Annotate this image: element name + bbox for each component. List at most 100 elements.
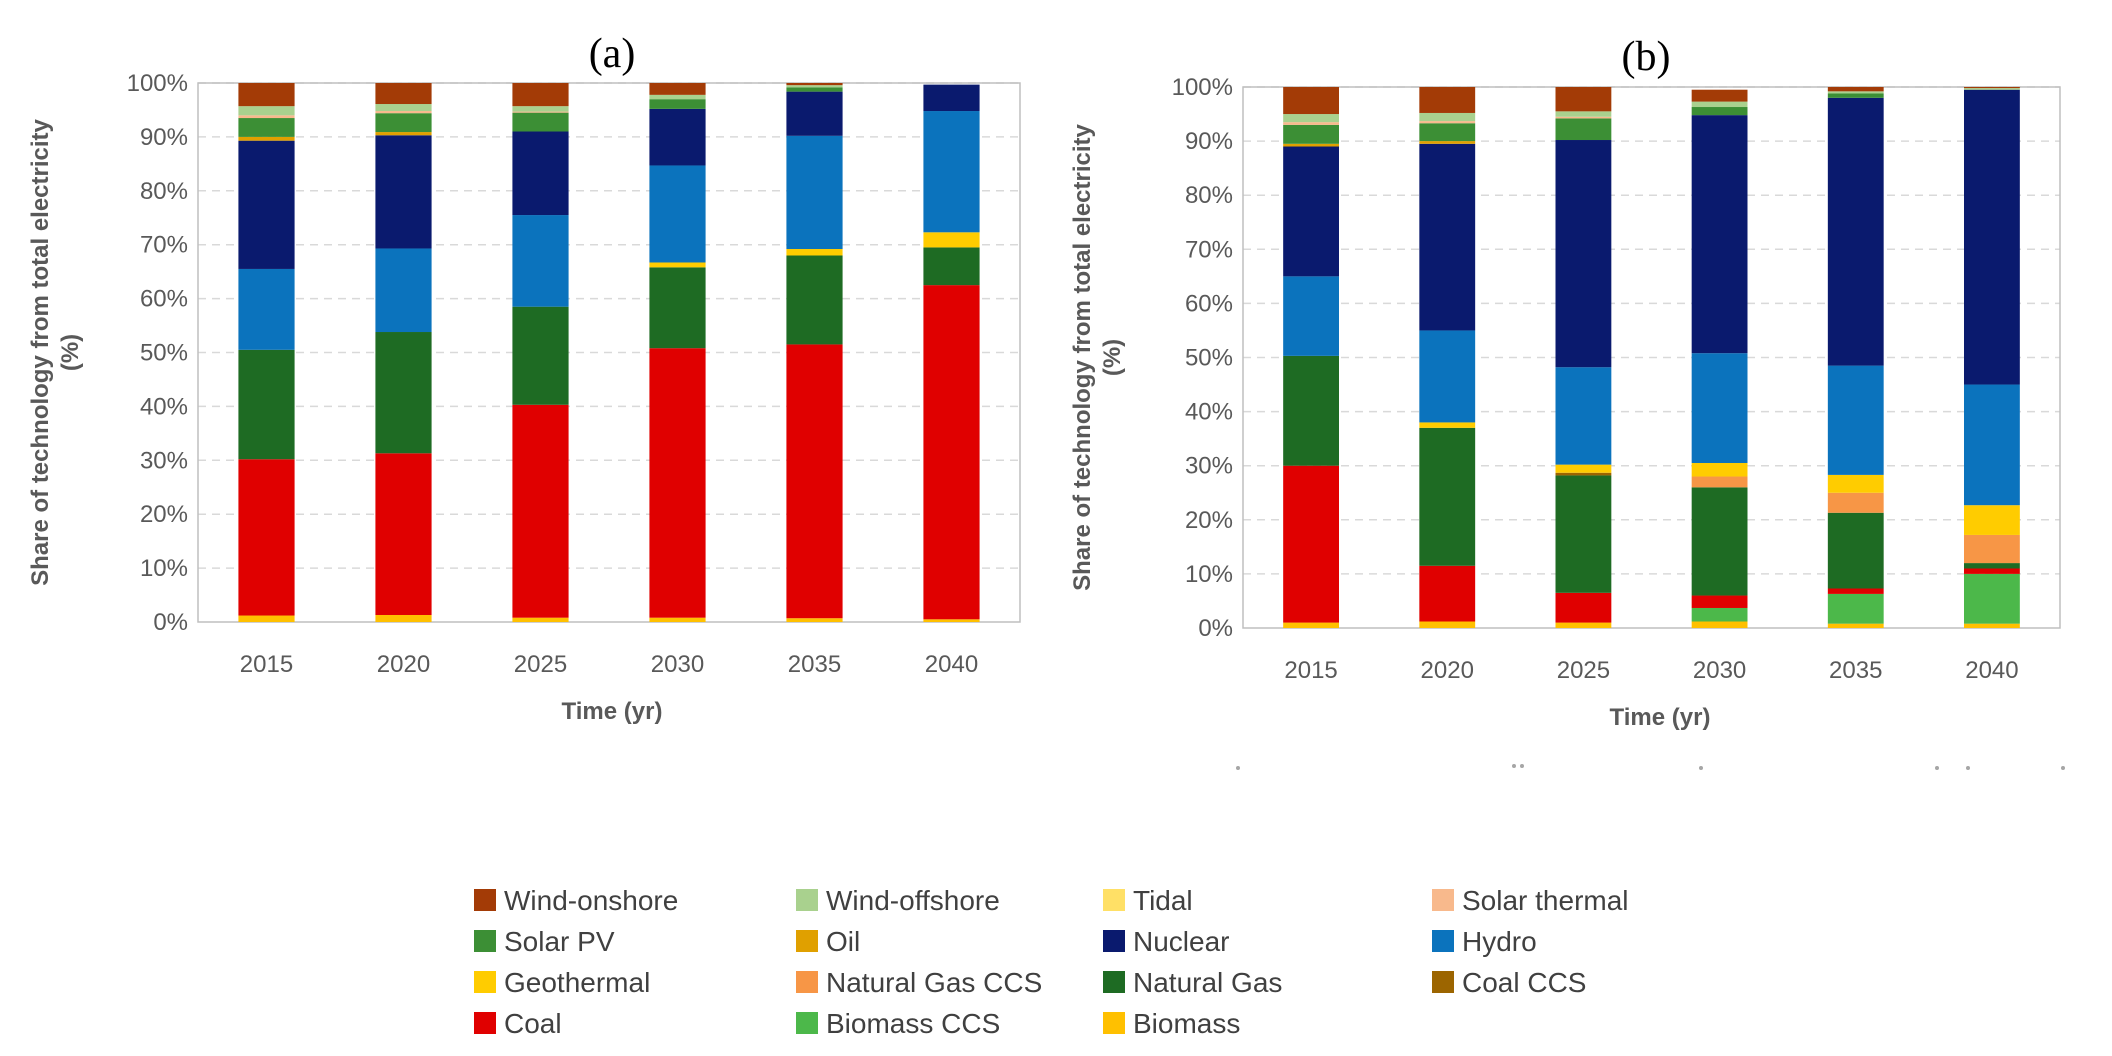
panel-b: (b) 0% 10% 20% 30% 40% 50% 60% 70% 80% 90% 100% 2015…	[1069, 34, 2061, 731]
bar-segment-solar-pv-2030	[649, 99, 706, 109]
bar-segment-natural-gas-2020	[1419, 427, 1476, 566]
bar-segment-nuclear-2035	[786, 91, 843, 136]
x-tick-label: 2035	[1829, 657, 1882, 684]
bar-segment-geothermal-2020	[1419, 422, 1476, 428]
y-tick-label: 80%	[1185, 182, 1233, 209]
bar-segment-natural-gas-ccs-2035	[1827, 492, 1884, 513]
y-tick-label: 40%	[1185, 399, 1233, 426]
bar-segment-natural-gas-ccs-2030	[1691, 476, 1748, 488]
bar-segment-coal-2040	[1964, 568, 2020, 574]
y-tick-label: 10%	[140, 555, 188, 582]
bar-segment-solar-thermal-2020	[375, 111, 432, 114]
bar-segment-wind-onshore-2020	[1419, 87, 1476, 113]
bar-segment-solar-thermal-2015	[1283, 122, 1339, 125]
legend-label: Biomass	[1133, 1008, 1240, 1039]
y-tick-label: 50%	[140, 340, 188, 367]
bar-segment-nuclear-2030	[649, 108, 706, 166]
bar-segment-coal-2015	[1283, 465, 1339, 623]
legend-item-solar-thermal: Solar thermal	[1432, 885, 1629, 916]
bar-segment-wind-offshore-2015	[1283, 114, 1339, 123]
bar-segment-coal-2025	[1555, 592, 1612, 623]
y-tick-label: 70%	[140, 232, 188, 259]
y-tick-label: 0%	[153, 609, 188, 636]
y-tick-label: 30%	[1185, 453, 1233, 480]
y-tick-label: 60%	[140, 286, 188, 313]
bar-segment-wind-onshore-2025	[512, 83, 569, 107]
y-tick-label: 60%	[1185, 290, 1233, 317]
bar-stack-2040	[923, 84, 980, 622]
bar-segment-nuclear-2020	[375, 135, 432, 249]
y-tick-label: 90%	[140, 124, 188, 151]
bar-segment-coal-2035	[1827, 588, 1884, 594]
bar-segment-geothermal-2040	[923, 232, 980, 248]
y-tick-label: 80%	[140, 178, 188, 205]
bar-segment-natural-gas-2015	[1283, 355, 1339, 466]
x-tick-label: 2025	[514, 651, 567, 678]
bar-segment-biomass-2035	[786, 618, 843, 622]
bar-stack-2025	[1555, 87, 1612, 628]
y-tick-label: 0%	[1198, 615, 1233, 642]
bar-segment-solar-pv-2020	[375, 113, 432, 133]
y-tick-label: 90%	[1185, 128, 1233, 155]
legend-swatch	[796, 1012, 818, 1034]
bar-segment-nuclear-2040	[923, 84, 980, 112]
bar-segment-nuclear-2025	[1555, 140, 1612, 368]
bar-segment-coal-2040	[923, 285, 980, 620]
bar-segment-biomass-2035	[1827, 623, 1884, 628]
bar-segment-biomass-2040	[923, 619, 980, 622]
bar-segment-nuclear-2025	[512, 131, 569, 216]
legend-item-natural-gas-ccs: Natural Gas CCS	[796, 967, 1042, 998]
bar-segment-hydro-2030	[649, 165, 706, 263]
x-axis-title: Time (yr)	[1610, 704, 1711, 731]
bar-segment-geothermal-2040	[1964, 505, 2020, 535]
bar-segment-wind-onshore-2030	[1691, 89, 1748, 102]
legend-item-wind-offshore: Wind-offshore	[796, 885, 1000, 916]
y-tick-label: 100%	[127, 70, 188, 97]
bar-segment-nuclear-2020	[1419, 143, 1476, 331]
legend-label: Solar thermal	[1462, 885, 1629, 916]
bar-segment-solar-pv-2025	[512, 112, 569, 132]
bar-segment-solar-thermal-2025	[512, 111, 569, 113]
legend-item-nuclear: Nuclear	[1103, 926, 1229, 957]
bar-segment-natural-gas-2030	[1691, 487, 1748, 596]
bar-segment-wind-onshore-2040	[1964, 87, 2020, 89]
bar-segment-coal-ccs-2025	[1555, 472, 1612, 476]
x-tick-label: 2030	[1693, 657, 1746, 684]
bar-segment-wind-offshore-2020	[375, 104, 432, 112]
legend-label: Oil	[826, 926, 860, 957]
y-tick-label: 40%	[140, 393, 188, 420]
panel-a: (a) 0% 10% 20% 30% 40% 50% 60% 70% 80% 90% 100% 2015…	[27, 31, 1021, 725]
bar-segment-natural-gas-2035	[786, 255, 843, 345]
bar-segment-natural-gas-2020	[375, 332, 432, 454]
bar-segment-nuclear-2035	[1827, 97, 1884, 366]
bar-segment-biomass-2015	[238, 615, 295, 622]
panel-title: (b)	[1622, 34, 1671, 80]
x-tick-label: 2040	[1965, 657, 2018, 684]
bar-segment-geothermal-2035	[786, 249, 843, 256]
bar-segment-biomass-2030	[1691, 621, 1748, 628]
bar-segment-biomass-2030	[649, 617, 706, 622]
legend-swatch	[1103, 930, 1125, 952]
bar-segment-hydro-2015	[238, 268, 295, 350]
bar-segment-wind-onshore-2035	[786, 83, 843, 86]
bar-segment-hydro-2035	[1827, 365, 1884, 475]
legend-swatch	[1432, 889, 1454, 911]
bar-segment-wind-offshore-2030	[649, 94, 706, 100]
bar-segment-biomass-2020	[375, 614, 432, 622]
bar-segment-oil-2015	[238, 136, 295, 141]
legend-label: Natural Gas CCS	[826, 967, 1042, 998]
bar-segment-nuclear-2040	[1964, 89, 2020, 385]
bar-segment-natural-gas-2025	[512, 306, 569, 405]
bar-stack-2035	[1827, 87, 1884, 628]
bar-segment-natural-gas-2035	[1827, 512, 1884, 589]
legend-label: Solar PV	[504, 926, 615, 957]
y-tick-label: 70%	[1185, 236, 1233, 263]
legend-item-tidal: Tidal	[1103, 885, 1193, 916]
legend: Wind-onshore Wind-offshore Tidal Solar ther…	[474, 885, 1629, 1039]
bar-segment-wind-onshore-2015	[238, 83, 295, 107]
bar-segment-wind-onshore-2015	[1283, 87, 1339, 115]
plot-frame	[1242, 86, 2061, 629]
legend-swatch	[1432, 930, 1454, 952]
bar-segment-biomass-2025	[512, 617, 569, 622]
bar-segment-wind-onshore-2035	[1827, 87, 1884, 92]
